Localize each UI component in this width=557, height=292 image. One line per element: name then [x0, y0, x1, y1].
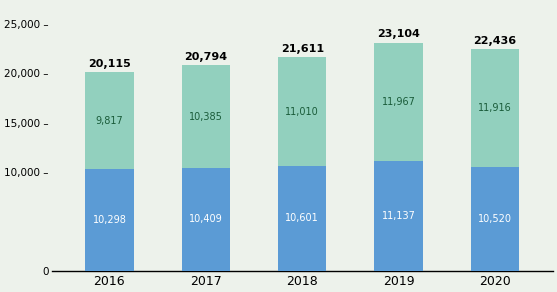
Text: 11,967: 11,967 [382, 97, 416, 107]
Text: 11,916: 11,916 [478, 103, 512, 113]
Bar [182, 65, 230, 168]
Text: 10,385: 10,385 [189, 112, 223, 122]
Text: 11,010: 11,010 [285, 107, 319, 117]
Text: 10,298: 10,298 [92, 215, 126, 225]
Text: 22,436: 22,436 [473, 36, 516, 46]
Bar [278, 166, 326, 271]
Bar [85, 72, 134, 169]
Bar [85, 169, 134, 271]
Bar [374, 43, 423, 161]
Text: 10,409: 10,409 [189, 214, 223, 224]
Text: 21,611: 21,611 [281, 44, 324, 54]
Text: 10,601: 10,601 [285, 213, 319, 223]
Text: 11,137: 11,137 [382, 211, 416, 221]
Text: 20,115: 20,115 [88, 59, 131, 69]
Bar [374, 161, 423, 271]
Bar [278, 57, 326, 166]
Text: 23,104: 23,104 [377, 29, 420, 39]
Text: 10,520: 10,520 [478, 214, 512, 224]
Bar [471, 167, 519, 271]
Text: 9,817: 9,817 [96, 116, 123, 126]
Bar [182, 168, 230, 271]
Text: 20,794: 20,794 [184, 52, 227, 62]
Bar [471, 49, 519, 167]
